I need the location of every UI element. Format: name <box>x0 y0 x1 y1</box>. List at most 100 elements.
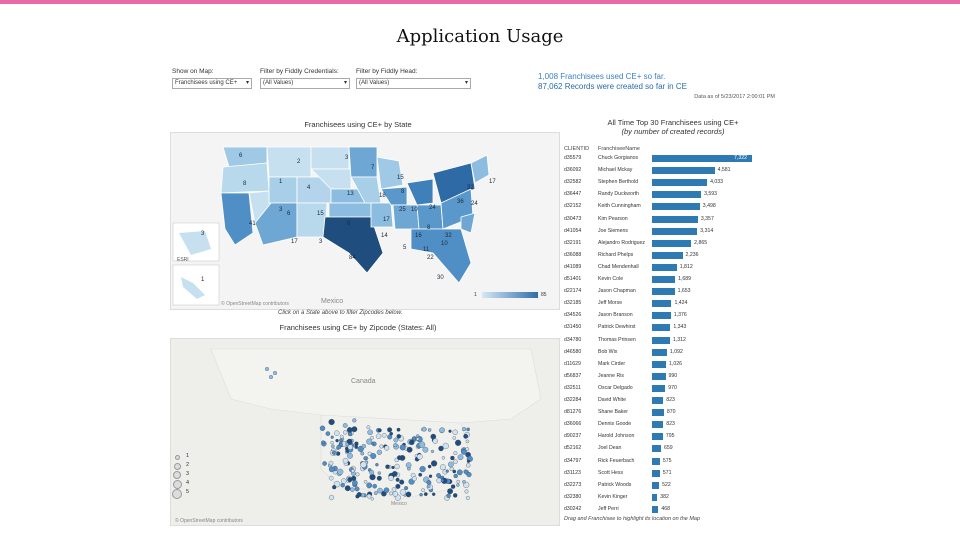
zip-dot[interactable] <box>395 477 400 482</box>
zip-dot[interactable] <box>366 438 373 445</box>
table-row[interactable]: d90237 Harold Johnson 795 <box>560 431 788 441</box>
zip-dot[interactable] <box>347 477 353 483</box>
zip-dot[interactable] <box>440 478 445 483</box>
zip-dot[interactable] <box>421 426 427 432</box>
zip-dot[interactable] <box>369 469 375 475</box>
zip-dot[interactable] <box>376 475 382 481</box>
zip-dot[interactable] <box>330 440 334 445</box>
state-map[interactable]: ESRI Mexico © OpenStreetMap contributors… <box>170 132 560 310</box>
zip-dot[interactable] <box>422 446 429 453</box>
zip-dot[interactable] <box>370 497 374 501</box>
zip-dot[interactable] <box>419 493 423 497</box>
zip-dot[interactable] <box>377 428 382 433</box>
zip-dot[interactable] <box>383 487 390 493</box>
zip-dot[interactable] <box>399 479 405 485</box>
bar[interactable] <box>652 469 660 477</box>
zip-dot[interactable] <box>432 492 436 496</box>
zip-dot[interactable] <box>337 468 344 475</box>
zip-dot[interactable] <box>340 483 345 488</box>
zip-dot[interactable] <box>332 485 337 490</box>
zip-dot[interactable] <box>355 472 360 477</box>
zip-dot[interactable] <box>354 486 360 492</box>
head-select[interactable]: (All Values) ▾ <box>356 78 471 89</box>
zip-dot[interactable] <box>461 427 467 432</box>
zip-dot[interactable] <box>393 443 398 448</box>
table-row[interactable]: d36447 Randy Duckworth 3,593 <box>560 189 788 199</box>
bar[interactable] <box>652 372 666 380</box>
zip-dot[interactable] <box>375 463 379 467</box>
zip-dot[interactable] <box>463 433 469 439</box>
bar[interactable] <box>652 179 708 187</box>
zip-dot[interactable] <box>366 493 372 499</box>
table-row[interactable]: d41054 Joe Siemens 3,314 <box>560 226 788 236</box>
zip-dot[interactable] <box>269 375 273 379</box>
zip-dot[interactable] <box>399 444 406 451</box>
zip-dot[interactable] <box>385 464 390 469</box>
zip-dot[interactable] <box>430 449 435 453</box>
zip-dot[interactable] <box>361 444 366 449</box>
zip-dot[interactable] <box>456 469 463 476</box>
zip-dot[interactable] <box>393 437 399 443</box>
table-row[interactable]: d46580 Bob Wix 1,092 <box>560 347 788 357</box>
zip-dot[interactable] <box>442 442 449 450</box>
table-row[interactable]: d36066 Dennis Goode 823 <box>560 419 788 429</box>
zip-dot[interactable] <box>456 483 460 487</box>
zip-dot[interactable] <box>363 456 368 461</box>
zip-dot[interactable] <box>377 471 381 475</box>
zip-dot[interactable] <box>406 446 413 453</box>
zip-dot[interactable] <box>328 475 334 481</box>
zip-dot[interactable] <box>370 453 377 459</box>
table-row[interactable]: d32185 Jeff Morse 1,424 <box>560 298 788 308</box>
zip-dot[interactable] <box>391 487 397 492</box>
zip-dot[interactable] <box>426 484 431 488</box>
zip-dot[interactable] <box>418 472 423 477</box>
table-row[interactable]: d22174 Jason Chapman 1,653 <box>560 286 788 296</box>
table-row[interactable]: d32152 Keith Cunningham 3,498 <box>560 201 788 211</box>
table-row[interactable]: d30473 Kim Pearson 3,357 <box>560 214 788 224</box>
zip-dot[interactable] <box>370 435 374 440</box>
zip-dot[interactable] <box>395 483 401 489</box>
credentials-select[interactable]: (All Values) ▾ <box>260 78 350 89</box>
bar[interactable] <box>652 203 700 211</box>
bar[interactable] <box>652 409 664 417</box>
zip-dot[interactable] <box>265 367 269 371</box>
zip-dot[interactable] <box>273 371 277 375</box>
table-row[interactable]: d34797 Rick Feuerbach 575 <box>560 456 788 466</box>
table-row[interactable]: d52162 Joel Dean 659 <box>560 443 788 453</box>
zip-dot[interactable] <box>334 430 340 436</box>
zip-dot[interactable] <box>465 495 470 500</box>
table-row[interactable]: d81276 Shane Baker 870 <box>560 407 788 417</box>
zip-dot[interactable] <box>328 460 334 466</box>
bar[interactable] <box>652 251 683 259</box>
bar[interactable] <box>652 360 666 368</box>
zip-dot[interactable] <box>342 457 349 464</box>
zip-dot[interactable] <box>453 473 458 479</box>
zip-dot[interactable] <box>411 476 417 482</box>
zip-dot[interactable] <box>466 463 471 468</box>
bar[interactable] <box>652 191 702 199</box>
zip-dot[interactable] <box>447 488 453 495</box>
table-row[interactable]: d34780 Thomas Prinsen 1,312 <box>560 335 788 345</box>
zip-dot[interactable] <box>450 484 456 489</box>
zip-dot[interactable] <box>372 483 377 489</box>
zip-dot[interactable] <box>439 464 446 471</box>
zip-dot[interactable] <box>452 469 457 474</box>
table-row[interactable]: d11629 Mark Cirder 1,026 <box>560 359 788 369</box>
zip-dot[interactable] <box>466 472 472 478</box>
zip-dot[interactable] <box>384 445 390 451</box>
zip-dot[interactable] <box>335 438 339 443</box>
bar[interactable] <box>652 481 660 489</box>
zip-dot[interactable] <box>330 435 334 439</box>
zip-dot[interactable] <box>419 466 426 473</box>
zip-dot[interactable] <box>363 480 368 484</box>
zip-dot[interactable] <box>331 451 336 455</box>
zip-dot[interactable] <box>389 431 393 436</box>
zip-dot[interactable] <box>427 464 432 469</box>
zip-dot[interactable] <box>376 449 382 455</box>
zip-dot[interactable] <box>412 436 417 441</box>
zip-dot[interactable] <box>466 459 470 463</box>
bar[interactable] <box>652 493 658 501</box>
zip-dot[interactable] <box>369 474 376 481</box>
bar[interactable] <box>652 288 675 296</box>
zip-dot[interactable] <box>339 438 343 443</box>
